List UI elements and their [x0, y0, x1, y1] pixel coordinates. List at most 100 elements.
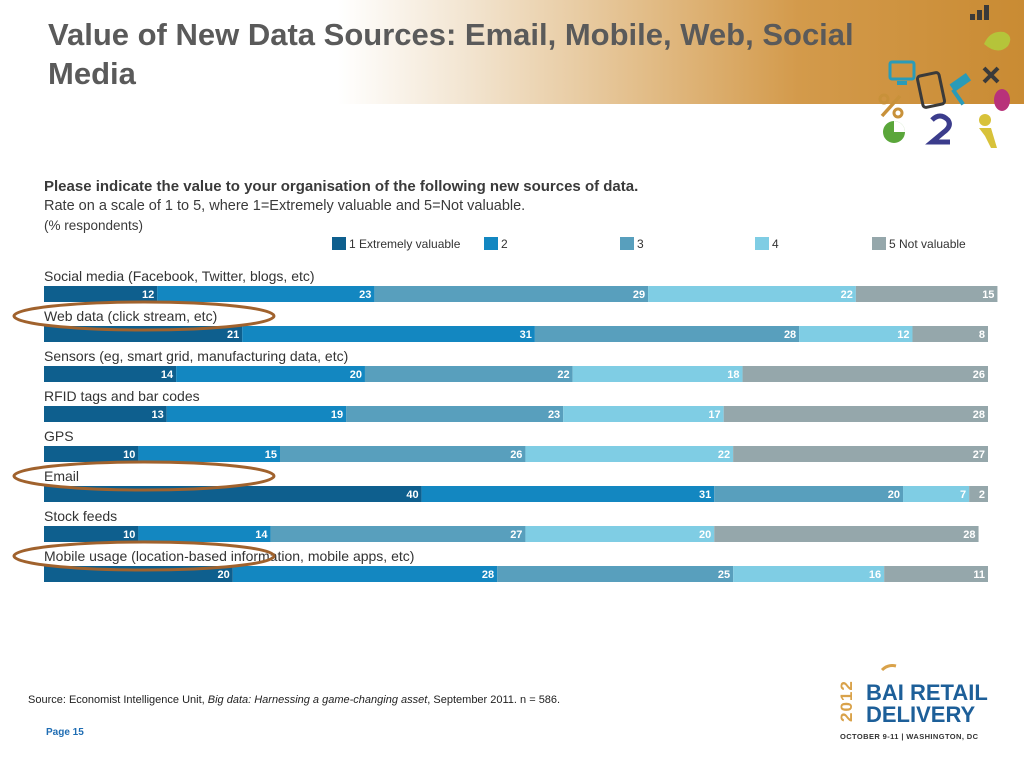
- bar-segment: [497, 566, 734, 582]
- decorative-icons-cluster: [878, 5, 1011, 148]
- bar-segment: [742, 366, 988, 382]
- bar-segment: [903, 486, 970, 502]
- category-label: Social media (Facebook, Twitter, blogs, …: [44, 268, 315, 284]
- value-label: 18: [727, 369, 739, 381]
- bar-segment: [572, 366, 743, 382]
- mouse-icon: [994, 89, 1010, 111]
- pie-chart-icon: [883, 121, 905, 143]
- value-label: 15: [982, 289, 994, 301]
- bar-segment: [138, 446, 280, 462]
- bar-segment: [799, 326, 913, 342]
- value-label: 14: [255, 529, 268, 541]
- value-label: 26: [973, 369, 985, 381]
- value-label: 25: [718, 569, 730, 581]
- card-icon: [915, 71, 947, 109]
- bar-segment: [374, 286, 649, 302]
- legend-label-3: 3: [637, 237, 644, 251]
- bar-segment: [242, 326, 535, 342]
- bar-segment: [714, 486, 904, 502]
- value-label: 27: [973, 449, 985, 461]
- source-note: Source: Economist Intelligence Unit, Big…: [28, 694, 560, 706]
- percent-icon: [878, 93, 904, 119]
- value-label: 10: [123, 529, 135, 541]
- value-label: 7: [960, 489, 966, 501]
- bar-segment: [44, 286, 158, 302]
- legend-label-1: 1 Extremely valuable: [349, 237, 461, 251]
- chart-subtitle: Rate on a scale of 1 to 5, where 1=Extre…: [44, 198, 525, 214]
- chart-row: RFID tags and bar codes 13 19 23 17 28: [44, 388, 988, 422]
- value-label: 19: [331, 409, 343, 421]
- bar-segment: [723, 406, 988, 422]
- legend-swatch-5: [872, 237, 886, 250]
- source-title: Big data: Harnessing a game-changing ass…: [207, 694, 428, 706]
- value-label: 15: [265, 449, 277, 461]
- legend-swatch-4: [755, 237, 769, 250]
- value-label: 27: [510, 529, 522, 541]
- value-label: 23: [548, 409, 560, 421]
- bar-segment: [733, 446, 988, 462]
- bar-segment: [912, 326, 988, 342]
- bai-retail-delivery-logo: 2012 BAI RETAIL DELIVERY OCTOBER 9-11 | …: [838, 664, 988, 741]
- bar-segment: [855, 286, 998, 302]
- value-label: 22: [841, 289, 853, 301]
- chart-row: Email 40 31 20 7 2: [44, 468, 988, 502]
- bar-segment: [44, 446, 139, 462]
- bar-segment: [421, 486, 715, 502]
- chart-row: Mobile usage (location-based information…: [44, 548, 988, 582]
- highlight-ellipses: [12, 300, 276, 572]
- logo-swoosh: [880, 664, 897, 672]
- bar-segment: [138, 526, 271, 542]
- logo-brand-line2: DELIVERY: [866, 702, 976, 727]
- value-label: 21: [227, 329, 239, 341]
- chart-row: Web data (click stream, etc) 21 31 28 12 8: [44, 308, 988, 342]
- bar-segment: [270, 526, 526, 542]
- page-number: Page 15: [46, 727, 84, 738]
- bar-segment: [166, 406, 347, 422]
- chart-row: Stock feeds 10 14 27 20 28: [44, 508, 979, 542]
- value-label: 20: [699, 529, 711, 541]
- value-label: 2: [979, 489, 985, 501]
- slide-title: Value of New Data Sources: Email, Mobile…: [48, 17, 854, 91]
- bar-segment: [969, 486, 988, 502]
- value-label: 28: [482, 569, 494, 581]
- value-label: 17: [708, 409, 720, 421]
- value-label: 28: [784, 329, 796, 341]
- bar-segment: [44, 526, 139, 542]
- legend-label-2: 2: [501, 237, 508, 251]
- category-label: Sensors (eg, smart grid, manufacturing d…: [44, 348, 348, 364]
- value-label: 40: [406, 489, 418, 501]
- chart-row: GPS 10 15 26 22 27: [44, 428, 988, 462]
- chart-title: Please indicate the value to your organi…: [44, 178, 638, 195]
- legend-label-5: 5 Not valuable: [889, 237, 966, 251]
- value-label: 16: [869, 569, 881, 581]
- value-label: 14: [161, 369, 174, 381]
- highlight-ellipse: [12, 460, 276, 492]
- number-two-icon: [925, 113, 952, 145]
- value-label: 28: [973, 409, 985, 421]
- cross-icon: [982, 66, 1000, 84]
- value-label: 20: [350, 369, 362, 381]
- category-label: Web data (click stream, etc): [44, 308, 217, 324]
- value-label: 23: [359, 289, 371, 301]
- person-icon: [979, 114, 997, 148]
- logo-brand-line1: BAI RETAIL: [866, 680, 988, 705]
- value-label: 26: [510, 449, 522, 461]
- chart-row: Sensors (eg, smart grid, manufacturing d…: [44, 348, 988, 382]
- chart-row: Social media (Facebook, Twitter, blogs, …: [44, 268, 998, 302]
- logo-year: 2012: [838, 680, 856, 722]
- legend-swatch-3: [620, 237, 634, 250]
- value-label: 10: [123, 449, 135, 461]
- bar-segment: [648, 286, 856, 302]
- value-label: 13: [151, 409, 163, 421]
- bar-segment: [44, 406, 167, 422]
- chart-rows: Social media (Facebook, Twitter, blogs, …: [44, 268, 998, 582]
- bar-segment: [733, 566, 885, 582]
- value-label: 31: [520, 329, 532, 341]
- bar-segment: [525, 526, 715, 542]
- source-suffix: , September 2011. n = 586.: [427, 694, 561, 706]
- hand-icon: [984, 31, 1011, 51]
- value-label: 22: [718, 449, 730, 461]
- value-label: 8: [979, 329, 985, 341]
- source-prefix: Source: Economist Intelligence Unit,: [28, 694, 205, 706]
- logo-dates: OCTOBER 9-11 | WASHINGTON, DC: [840, 732, 979, 741]
